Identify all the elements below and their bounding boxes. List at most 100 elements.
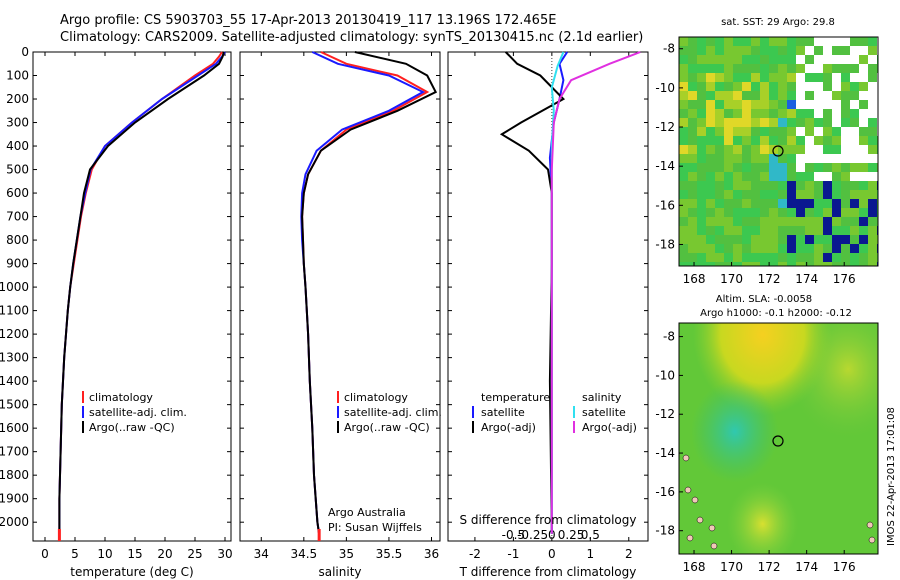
legend-label-s-argo: Argo(-adj) xyxy=(582,421,637,434)
sst-cell xyxy=(805,262,815,266)
depth-tick-label: 1800 xyxy=(0,468,29,482)
sst-cell xyxy=(868,253,878,263)
sst-cell xyxy=(814,127,824,137)
salinity-panel: 34 34.5 35 35.5 36 salinity climatology sate… xyxy=(239,51,442,579)
x-tick-label: 35.5 xyxy=(376,547,403,561)
sst-cell xyxy=(814,91,824,101)
sst-cell xyxy=(751,244,761,254)
sst-cell xyxy=(724,46,734,56)
sst-cell xyxy=(859,136,869,146)
sst-cell xyxy=(679,82,689,92)
sst-cell xyxy=(679,145,689,155)
sst-cell xyxy=(715,64,725,74)
sst-cell xyxy=(823,37,833,47)
sst-cell xyxy=(769,91,779,101)
sst-cell xyxy=(805,208,815,218)
sst-cell xyxy=(724,154,734,164)
x-tick-label: 15 xyxy=(127,547,142,561)
legend-swatch-satellite xyxy=(82,406,84,418)
sst-cell xyxy=(751,82,761,92)
sst-cell xyxy=(859,82,869,92)
sst-cell xyxy=(688,118,698,128)
sst-cell xyxy=(850,154,860,164)
sst-cell xyxy=(868,136,878,146)
sst-cell xyxy=(823,262,833,266)
sst-cell xyxy=(697,145,707,155)
sst-cell xyxy=(679,91,689,101)
sst-cell xyxy=(796,253,806,263)
sst-cell xyxy=(733,127,743,137)
sst-cell xyxy=(742,109,752,119)
sst-cell xyxy=(859,253,869,263)
sst-cell xyxy=(787,253,797,263)
sst-cell xyxy=(814,145,824,155)
sst-cell xyxy=(697,109,707,119)
sst-cell xyxy=(697,100,707,110)
temperature-xticks: 0 5 10 15 20 25 30 xyxy=(41,52,233,561)
sst-cell xyxy=(706,127,716,137)
sst-cell xyxy=(787,199,797,209)
sst-cell xyxy=(715,136,725,146)
sst-cell xyxy=(715,190,725,200)
sst-cell xyxy=(805,64,815,74)
sst-cell xyxy=(814,208,824,218)
sst-cell xyxy=(760,82,770,92)
sst-cell xyxy=(868,109,878,119)
sst-cell xyxy=(823,208,833,218)
sst-cell xyxy=(706,253,716,263)
sst-cell xyxy=(679,136,689,146)
sst-cell xyxy=(805,181,815,191)
sst-cell xyxy=(796,64,806,74)
sst-cell xyxy=(850,208,860,218)
sla-map: Altim. SLA: -0.0058 Argo h1000: -0.1 h20… xyxy=(655,294,879,574)
sst-cell xyxy=(796,244,806,254)
sst-cell xyxy=(679,127,689,137)
sst-cell xyxy=(742,55,752,65)
sst-cell xyxy=(859,46,869,56)
sst-cell xyxy=(814,136,824,146)
sst-cell xyxy=(715,172,725,182)
sst-cell xyxy=(706,100,716,110)
sst-cell xyxy=(796,217,806,227)
sst-cell xyxy=(850,136,860,146)
sst-cell xyxy=(832,262,842,266)
sst-cell xyxy=(868,145,878,155)
sst-cell xyxy=(859,235,869,245)
sst-cell xyxy=(823,199,833,209)
map-lon-label: 170 xyxy=(720,560,743,574)
sst-cell xyxy=(733,145,743,155)
sst-cell xyxy=(715,235,725,245)
sst-cell xyxy=(733,91,743,101)
map-lat-label: -12 xyxy=(655,120,675,134)
sst-cell xyxy=(706,199,716,209)
sst-cell xyxy=(751,163,761,173)
sst-cell xyxy=(850,37,860,47)
sst-cell xyxy=(778,154,788,164)
sst-cell xyxy=(733,181,743,191)
sst-cell xyxy=(724,253,734,263)
difference-xlabel: T difference from climatology xyxy=(459,565,637,579)
institution-note: Argo Australia xyxy=(328,506,406,519)
sst-cell xyxy=(814,55,824,65)
sst-cell xyxy=(769,244,779,254)
sst-cell xyxy=(805,199,815,209)
sst-cell xyxy=(706,235,716,245)
sst-cell xyxy=(751,154,761,164)
sst-cell xyxy=(805,217,815,227)
sst-cell xyxy=(697,127,707,137)
legend-swatch-t-argo xyxy=(472,421,474,433)
sst-cell xyxy=(769,154,779,164)
map-lat-label: -12 xyxy=(655,407,675,421)
sst-cell xyxy=(841,262,851,266)
sst-cell xyxy=(769,127,779,137)
sst-cell xyxy=(841,109,851,119)
sst-cell xyxy=(859,100,869,110)
sst-cell xyxy=(679,244,689,254)
sst-cell xyxy=(769,226,779,236)
sst-cell xyxy=(868,46,878,56)
sst-cell xyxy=(697,208,707,218)
sst-cell xyxy=(760,235,770,245)
sst-cell xyxy=(697,235,707,245)
map-lat-label: -8 xyxy=(663,330,675,344)
sst-cell xyxy=(778,118,788,128)
